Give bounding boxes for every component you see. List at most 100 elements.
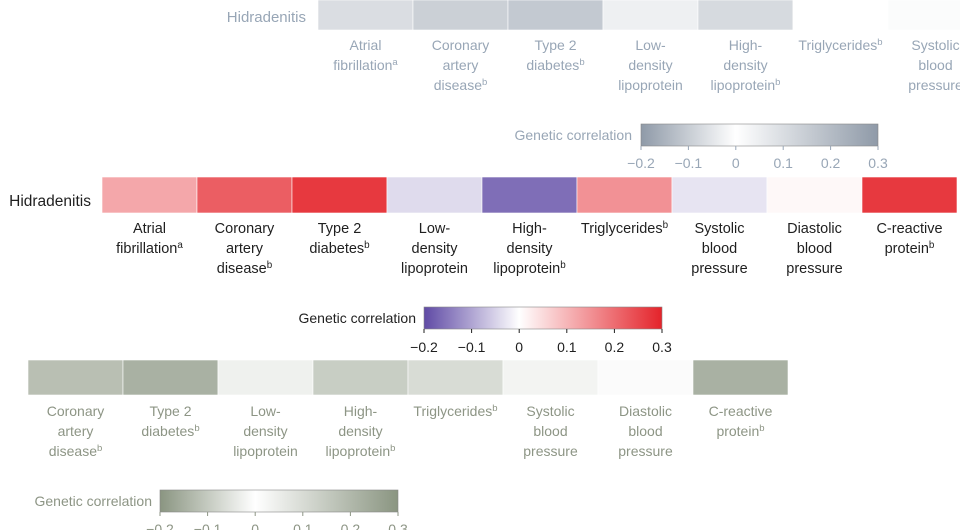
svg-text:artery: artery [226, 241, 264, 257]
heatmap-cell [507, 0, 604, 31]
category-label: Triglyceridesb [798, 37, 882, 53]
heatmap-cell [502, 359, 599, 396]
heatmap-cell [602, 0, 699, 31]
svg-text:Triglyceridesb: Triglyceridesb [798, 37, 882, 53]
svg-text:lipoprotein: lipoprotein [401, 261, 468, 277]
svg-text:Atrial: Atrial [133, 221, 166, 237]
svg-text:proteinb: proteinb [716, 423, 764, 439]
svg-text:density: density [338, 423, 382, 439]
category-label: Diastolic blood pressure [618, 403, 673, 459]
heatmap-cell [217, 359, 314, 396]
svg-text:pressure: pressure [691, 261, 747, 277]
heatmap-cell [766, 176, 863, 214]
colorbar-label: Genetic correlation [514, 127, 632, 143]
colorbar [159, 489, 399, 513]
svg-text:Triglyceridesb: Triglyceridesb [413, 403, 497, 419]
colorbar-tick-label: 0.2 [605, 339, 625, 355]
colorbar-label: Genetic correlation [298, 310, 416, 326]
heatmap-cell [576, 176, 673, 214]
row-label: Hidradenitis [227, 9, 306, 26]
heatmap-cell [597, 359, 694, 396]
category-label: Triglyceridesb [581, 220, 669, 237]
colorbar [423, 306, 663, 330]
heatmap-cell [122, 359, 219, 396]
category-label: Low-density lipoprotein [401, 221, 468, 277]
category-label: Low-density lipoprotein [618, 37, 683, 93]
heatmap-cell [887, 0, 960, 31]
colorbar [640, 123, 879, 147]
heatmap-cell [671, 176, 768, 214]
svg-text:lipoproteinb: lipoproteinb [326, 443, 396, 459]
colorbar-label: Genetic correlation [34, 493, 152, 509]
svg-text:diabetesb: diabetesb [526, 57, 584, 73]
colorbar-tick-label: 0.3 [652, 339, 672, 355]
colorbar-tick-label: 0.1 [557, 339, 577, 355]
heatmap-panel-1: Hidradenitis Atrial fibrillationa Coronary a… [227, 0, 960, 171]
svg-text:Systolic: Systolic [526, 403, 574, 419]
svg-text:proteinb: proteinb [885, 240, 935, 257]
svg-text:lipoproteinb: lipoproteinb [711, 77, 781, 93]
colorbar-tick-label: 0.1 [773, 155, 793, 171]
heatmap-panel-3: Coronary artery diseaseb Type 2 diabetesb Low… [27, 359, 789, 530]
heatmap-panel-2: Hidradenitis Atrial fibrillationa Coronary a… [9, 176, 958, 355]
svg-text:Coronary: Coronary [47, 403, 105, 419]
svg-text:blood: blood [533, 423, 567, 439]
row-label: Hidradenitis [9, 193, 91, 210]
svg-text:Type 2: Type 2 [318, 221, 362, 237]
colorbar-tick-label: −0.2 [410, 339, 438, 355]
svg-text:High-: High- [344, 403, 378, 419]
colorbar-tick-label: −0.2 [627, 155, 655, 171]
svg-text:pressure: pressure [523, 443, 578, 459]
svg-text:High-: High- [729, 37, 763, 53]
svg-text:fibrillationa: fibrillationa [333, 57, 398, 73]
category-label: Atrial fibrillationa [116, 221, 183, 257]
svg-text:blood: blood [797, 241, 832, 257]
category-label: Type 2 diabetesb [526, 37, 584, 73]
heatmap-cell [697, 0, 794, 31]
colorbar-tick-label: −0.2 [146, 521, 174, 530]
svg-text:blood: blood [702, 241, 737, 257]
svg-text:Coronary: Coronary [432, 37, 490, 53]
svg-text:density: density [723, 57, 767, 73]
category-label: High-density lipoproteinb [326, 403, 396, 459]
heatmap-cell [196, 176, 293, 214]
category-label: C-reactive proteinb [876, 221, 942, 257]
heatmap-cell [861, 176, 958, 214]
svg-text:fibrillationa: fibrillationa [116, 240, 183, 257]
category-label: Systolic blood pressure [908, 37, 960, 93]
category-label: Coronary artery diseaseb [215, 221, 275, 277]
colorbar-tick-label: 0 [515, 339, 523, 355]
colorbar-tick-label: 0.3 [868, 155, 888, 171]
svg-text:Diastolic: Diastolic [619, 403, 672, 419]
heatmap-cell [317, 0, 414, 31]
colorbar-tick-label: 0.1 [293, 521, 313, 530]
svg-text:High-: High- [512, 221, 547, 237]
svg-text:pressure: pressure [786, 261, 842, 277]
svg-text:diseaseb: diseaseb [49, 443, 103, 459]
svg-text:diabetesb: diabetesb [309, 240, 370, 257]
svg-text:Low-: Low- [419, 221, 451, 237]
svg-text:Systolic: Systolic [911, 37, 959, 53]
svg-text:Low-: Low- [250, 403, 281, 419]
heatmap-cell [101, 176, 198, 214]
svg-text:lipoprotein: lipoprotein [233, 443, 298, 459]
category-label: Type 2 diabetesb [141, 403, 199, 439]
svg-text:Triglyceridesb: Triglyceridesb [581, 220, 669, 237]
colorbar-tick-label: 0.3 [388, 521, 408, 530]
colorbar-tick-label: −0.1 [675, 155, 703, 171]
svg-text:Systolic: Systolic [695, 221, 745, 237]
colorbar-tick-label: 0 [732, 155, 740, 171]
svg-text:diseaseb: diseaseb [434, 77, 488, 93]
heatmap-cell [412, 0, 509, 31]
svg-text:artery: artery [443, 57, 479, 73]
heatmap-cell [386, 176, 483, 214]
category-label: Triglyceridesb [413, 403, 497, 419]
svg-text:density: density [243, 423, 287, 439]
category-label: Coronary artery diseaseb [432, 37, 490, 93]
svg-text:Low-: Low- [635, 37, 666, 53]
svg-text:blood: blood [918, 57, 952, 73]
heatmap-cell [407, 359, 504, 396]
svg-text:density: density [628, 57, 672, 73]
category-label: High-density lipoproteinb [711, 37, 781, 93]
